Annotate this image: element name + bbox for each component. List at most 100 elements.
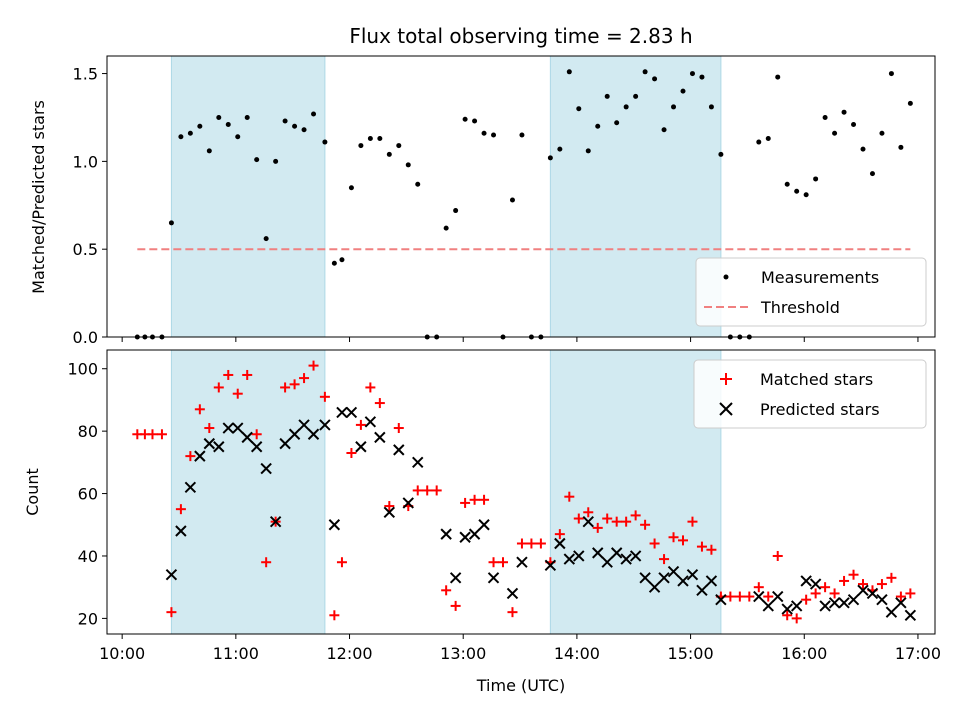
predicted-star-point	[677, 575, 689, 587]
measurement-point	[322, 139, 328, 145]
matched-star-point	[242, 369, 253, 380]
matched-star-point	[431, 485, 442, 496]
matched-star-point	[678, 535, 688, 546]
measurement-point	[623, 104, 629, 110]
matched-star-point	[479, 494, 490, 505]
x-axis-label: Time (UTC)	[476, 676, 565, 695]
predicted-star-point	[885, 606, 898, 618]
predicted-star-point	[336, 406, 348, 419]
predicted-star-point	[355, 441, 367, 453]
measurement-point	[443, 225, 449, 231]
matched-star-point	[469, 494, 480, 505]
measurement-point	[708, 104, 714, 110]
matched-star-point	[696, 541, 707, 552]
predicted-star-point	[222, 422, 234, 434]
measurement-point	[671, 104, 677, 110]
predicted-star-point	[412, 456, 424, 469]
predicted-star-point	[828, 597, 841, 609]
bottom-y-tick-label: 100	[67, 360, 98, 379]
measurement-point	[557, 146, 563, 152]
predicted-star-point	[895, 597, 907, 609]
measurement-point	[841, 109, 847, 115]
matched-star-point	[791, 613, 802, 624]
measurement-point	[633, 93, 639, 99]
measurement-point	[794, 188, 800, 194]
measurement-point	[860, 146, 866, 152]
matched-star-point	[583, 507, 594, 518]
measurement-point	[888, 71, 894, 77]
matched-star-point	[374, 398, 385, 409]
bottom-x-ticks: 10:00 11:00 12:00 13:00 14:00 15:00 16:00 17:00	[99, 634, 941, 663]
measurement-point	[699, 74, 705, 80]
measurement-point	[614, 120, 620, 126]
matched-star-point	[516, 538, 527, 549]
x-tick-label: 10:00	[99, 644, 145, 663]
matched-star-point	[895, 591, 906, 602]
measurement-point	[292, 123, 298, 129]
top-legend: Measurements Threshold	[695, 257, 927, 327]
predicted-star-point	[516, 556, 528, 568]
top-x-ticks	[121, 337, 919, 342]
measurement-point	[832, 130, 838, 136]
predicted-star-point	[592, 547, 604, 559]
predicted-star-point	[639, 572, 651, 584]
predicted-star-point	[184, 481, 197, 494]
matched-star-point	[668, 532, 679, 543]
x-tick-label: 12:00	[326, 644, 372, 663]
matched-star-point	[611, 516, 622, 527]
predicted-star-point	[554, 537, 566, 550]
measurement-point	[604, 93, 610, 99]
predicted-star-point	[383, 506, 396, 518]
predicted-star-point	[165, 568, 178, 581]
measurement-point	[216, 114, 222, 120]
predicted-star-point	[203, 437, 216, 450]
predicted-star-point	[781, 603, 793, 615]
predicted-star-point	[819, 600, 831, 612]
predicted-star-point	[449, 572, 462, 584]
matched-star-point	[687, 516, 698, 527]
predicted-star-point	[610, 547, 623, 559]
bottom-y-ticks: 20 40 60 80 100	[67, 360, 107, 628]
matched-star-point	[573, 513, 584, 524]
matched-star-point	[829, 588, 840, 599]
measurement-point	[680, 88, 686, 94]
legend-measurement-marker	[723, 274, 729, 280]
matched-star-point	[848, 569, 859, 580]
predicted-star-point	[194, 450, 206, 462]
predicted-star-point	[866, 587, 879, 600]
predicted-star-point	[686, 568, 699, 581]
predicted-star-point	[658, 572, 670, 584]
measurement-point	[225, 121, 231, 127]
matched-star-point	[858, 579, 868, 590]
matched-star-point	[223, 369, 234, 380]
predicted-star-point	[573, 550, 585, 562]
measurement-point	[689, 71, 695, 77]
top-y-tick-label: 0.0	[73, 328, 98, 347]
measurement-point	[377, 136, 383, 142]
matched-star-point	[346, 447, 357, 458]
matched-star-point	[734, 591, 745, 602]
predicted-star-point	[487, 572, 500, 584]
matched-star-point	[592, 522, 603, 533]
measurement-point	[273, 158, 279, 164]
matched-star-point	[261, 557, 272, 568]
matched-star-point	[175, 504, 186, 515]
measurement-point	[331, 260, 337, 266]
measurement-point	[576, 106, 582, 112]
top-y-tick-label: 1.0	[73, 152, 98, 171]
measurement-point	[206, 148, 212, 154]
measurement-point	[509, 197, 515, 203]
predicted-star-point	[307, 428, 320, 440]
predicted-star-point	[319, 419, 331, 431]
predicted-star-point	[563, 553, 576, 565]
bottom-legend-frame	[693, 359, 927, 429]
bottom-y-axis-label: Count	[23, 468, 42, 516]
measurement-point	[566, 69, 572, 75]
top-y-ticks: 0.0 0.5 1.0 1.5	[73, 65, 107, 347]
predicted-star-point	[809, 578, 822, 590]
matched-star-point	[630, 510, 641, 521]
predicted-star-point	[857, 584, 869, 597]
matched-star-point	[659, 554, 670, 565]
measurement-point	[168, 220, 174, 226]
matched-star-point	[706, 544, 717, 555]
